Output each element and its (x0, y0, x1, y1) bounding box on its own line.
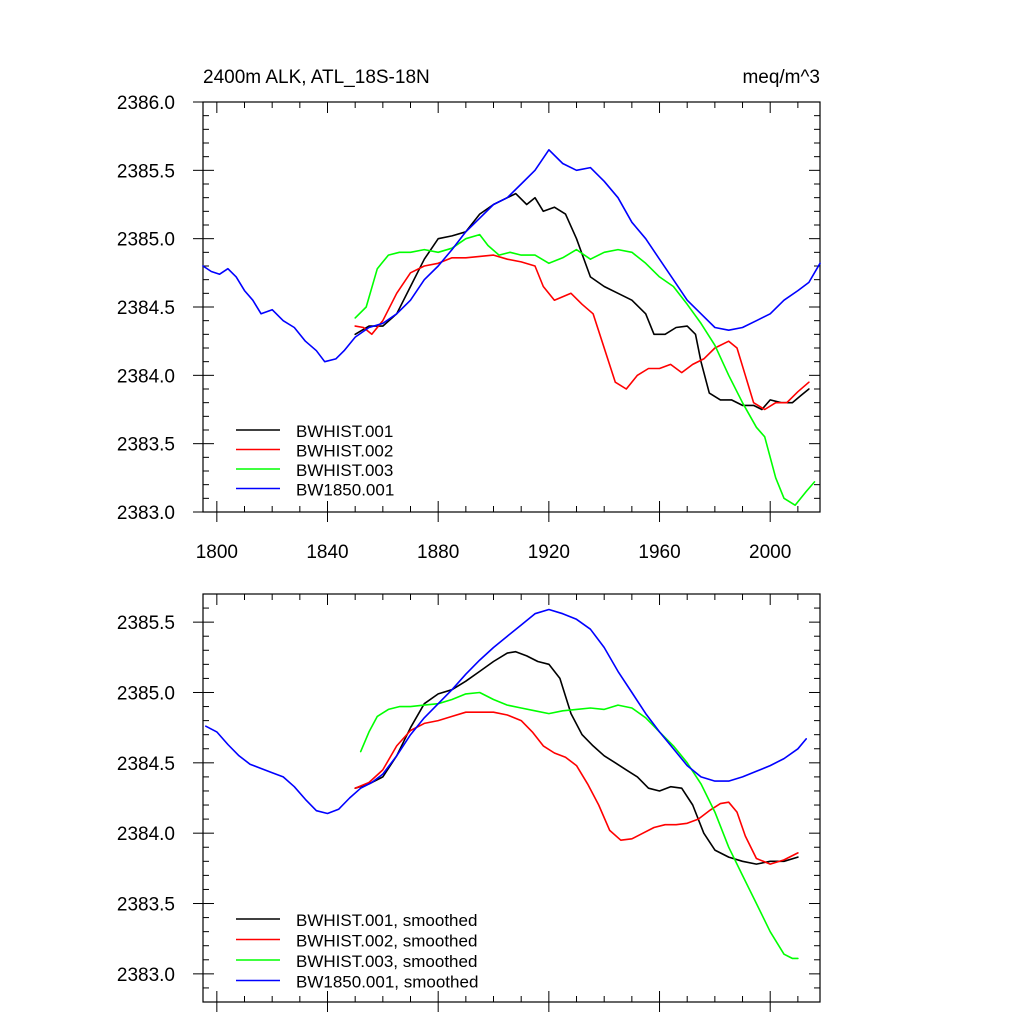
series-line (354, 650, 799, 865)
x-tick-label: 1840 (306, 542, 348, 563)
series-line (354, 254, 810, 411)
y-tick-label: 2383.0 (117, 503, 175, 524)
series-line (205, 608, 807, 815)
legend-label: BWHIST.003, smoothed (296, 952, 477, 971)
series-line (354, 192, 810, 411)
y-tick-label: 2384.0 (117, 366, 175, 387)
y-tick-label: 2383.5 (117, 895, 175, 916)
y-tick-label: 2386.0 (117, 93, 175, 114)
series-line (354, 711, 799, 865)
legend-label: BWHIST.003 (296, 461, 393, 480)
x-tick-label: 1800 (196, 542, 238, 563)
top-axis-ticks: 1800 1840 1880 1920 1960 2000 2383.0 2383.5 2384… (117, 93, 820, 563)
x-tick-label: 1960 (638, 542, 680, 563)
series-line (359, 691, 799, 960)
y-tick-label: 2384.5 (117, 754, 175, 775)
y-tick-label: 2383.0 (117, 965, 175, 986)
y-tick-label: 2385.0 (117, 230, 175, 251)
legend-label: BWHIST.001, smoothed (296, 911, 477, 930)
y-tick-label: 2384.0 (117, 824, 175, 845)
y-tick-label: 2385.0 (117, 683, 175, 704)
legend-label: BWHIST.002, smoothed (296, 932, 477, 951)
chart-units: meq/m^3 (742, 67, 820, 88)
bottom-panel: 2383.0 2383.5 2384.0 2384.5 2385.0 2385.5 BWH… (117, 593, 821, 1012)
y-tick-label: 2383.5 (117, 435, 175, 456)
x-tick-label: 1880 (417, 542, 459, 563)
legend-label: BW1850.001, smoothed (296, 973, 478, 992)
legend-label: BWHIST.001 (296, 422, 393, 441)
bottom-axis-ticks: 2383.0 2383.5 2384.0 2384.5 2385.0 2385.5 (117, 593, 820, 1012)
bottom-plot-frame (202, 593, 821, 1003)
bottom-legend: BWHIST.001, smoothed BWHIST.002, smoothed… (236, 911, 478, 992)
x-tick-label: 1920 (528, 542, 570, 563)
series-line (202, 149, 821, 363)
legend-label: BWHIST.002 (296, 442, 393, 461)
chart-title: 2400m ALK, ATL_18S-18N (203, 67, 430, 88)
series-line (354, 233, 816, 506)
y-tick-label: 2385.5 (117, 613, 175, 634)
top-series-group (202, 149, 821, 506)
top-panel: 2400m ALK, ATL_18S-18N meq/m^3 1800 1840 1… (117, 67, 821, 563)
y-tick-label: 2385.5 (117, 161, 175, 182)
bottom-series-group (205, 608, 807, 960)
y-tick-label: 2384.5 (117, 298, 175, 319)
legend-label: BW1850.001 (296, 481, 394, 500)
x-tick-label: 2000 (749, 542, 791, 563)
